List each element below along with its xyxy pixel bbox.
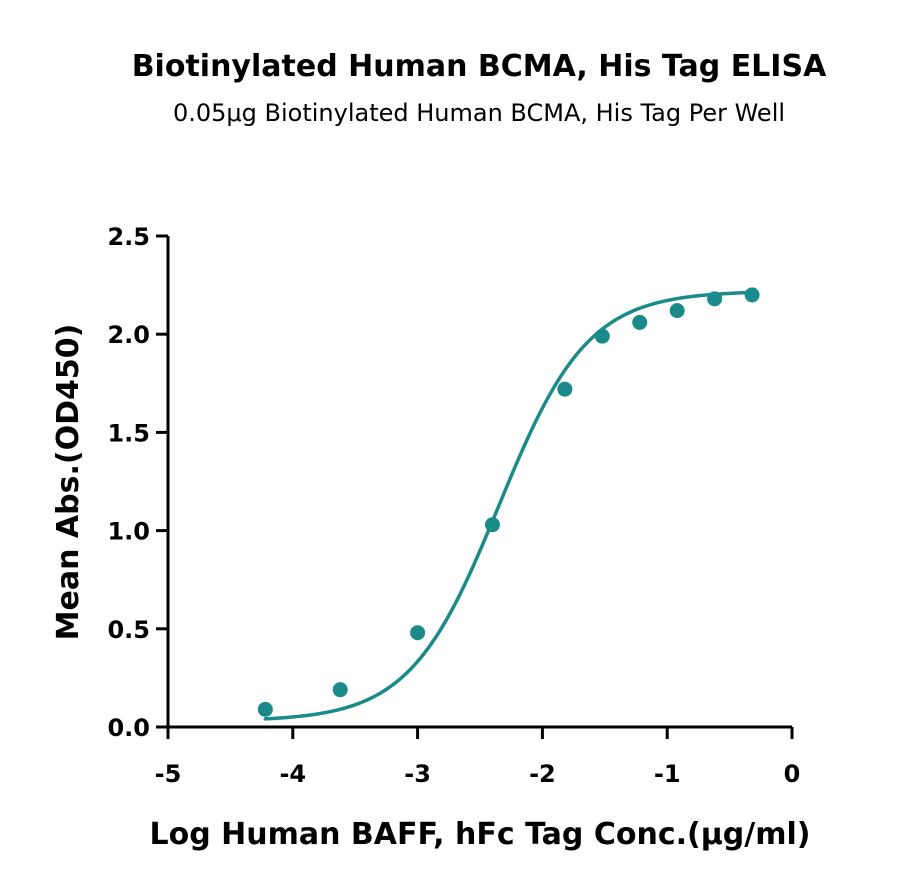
x-axis-title: Log Human BAFF, hFc Tag Conc.(μg/ml) [150,817,811,852]
fit-curve [263,290,754,721]
y-tick-label: 2.5 [107,223,150,251]
data-point [744,287,760,303]
x-tick-label: 0 [784,760,801,788]
data-point [632,314,648,330]
data-point [707,291,723,307]
y-tick-label: 0.0 [107,714,150,742]
data-points [257,287,760,717]
x-tick-label: -1 [654,760,681,788]
data-point [484,517,500,533]
y-tick-label: 1.5 [107,419,150,447]
x-tick-label: -5 [155,760,182,788]
x-tick-label: -3 [404,760,431,788]
data-point [557,381,573,397]
data-point [594,328,610,344]
data-point [410,625,426,641]
x-tick-label: -2 [529,760,556,788]
y-tick-label: 1.0 [107,518,150,546]
chart-title: Biotinylated Human BCMA, His Tag ELISA [132,49,827,84]
y-tick-label: 0.5 [107,616,150,644]
y-tick-label: 2.0 [107,321,150,349]
x-tick-label: -4 [279,760,306,788]
axes: 0.0 0.5 1.0 1.5 2.0 2.5 -5 -4 -3 -2 -1 0 [107,223,800,788]
data-point [669,303,685,319]
data-point [332,682,348,698]
fit-curve-group [263,290,754,721]
data-point [257,701,273,717]
y-axis-title: Mean Abs.(OD450) [51,324,86,641]
chart-subtitle: 0.05μg Biotinylated Human BCMA, His Tag … [173,99,785,127]
